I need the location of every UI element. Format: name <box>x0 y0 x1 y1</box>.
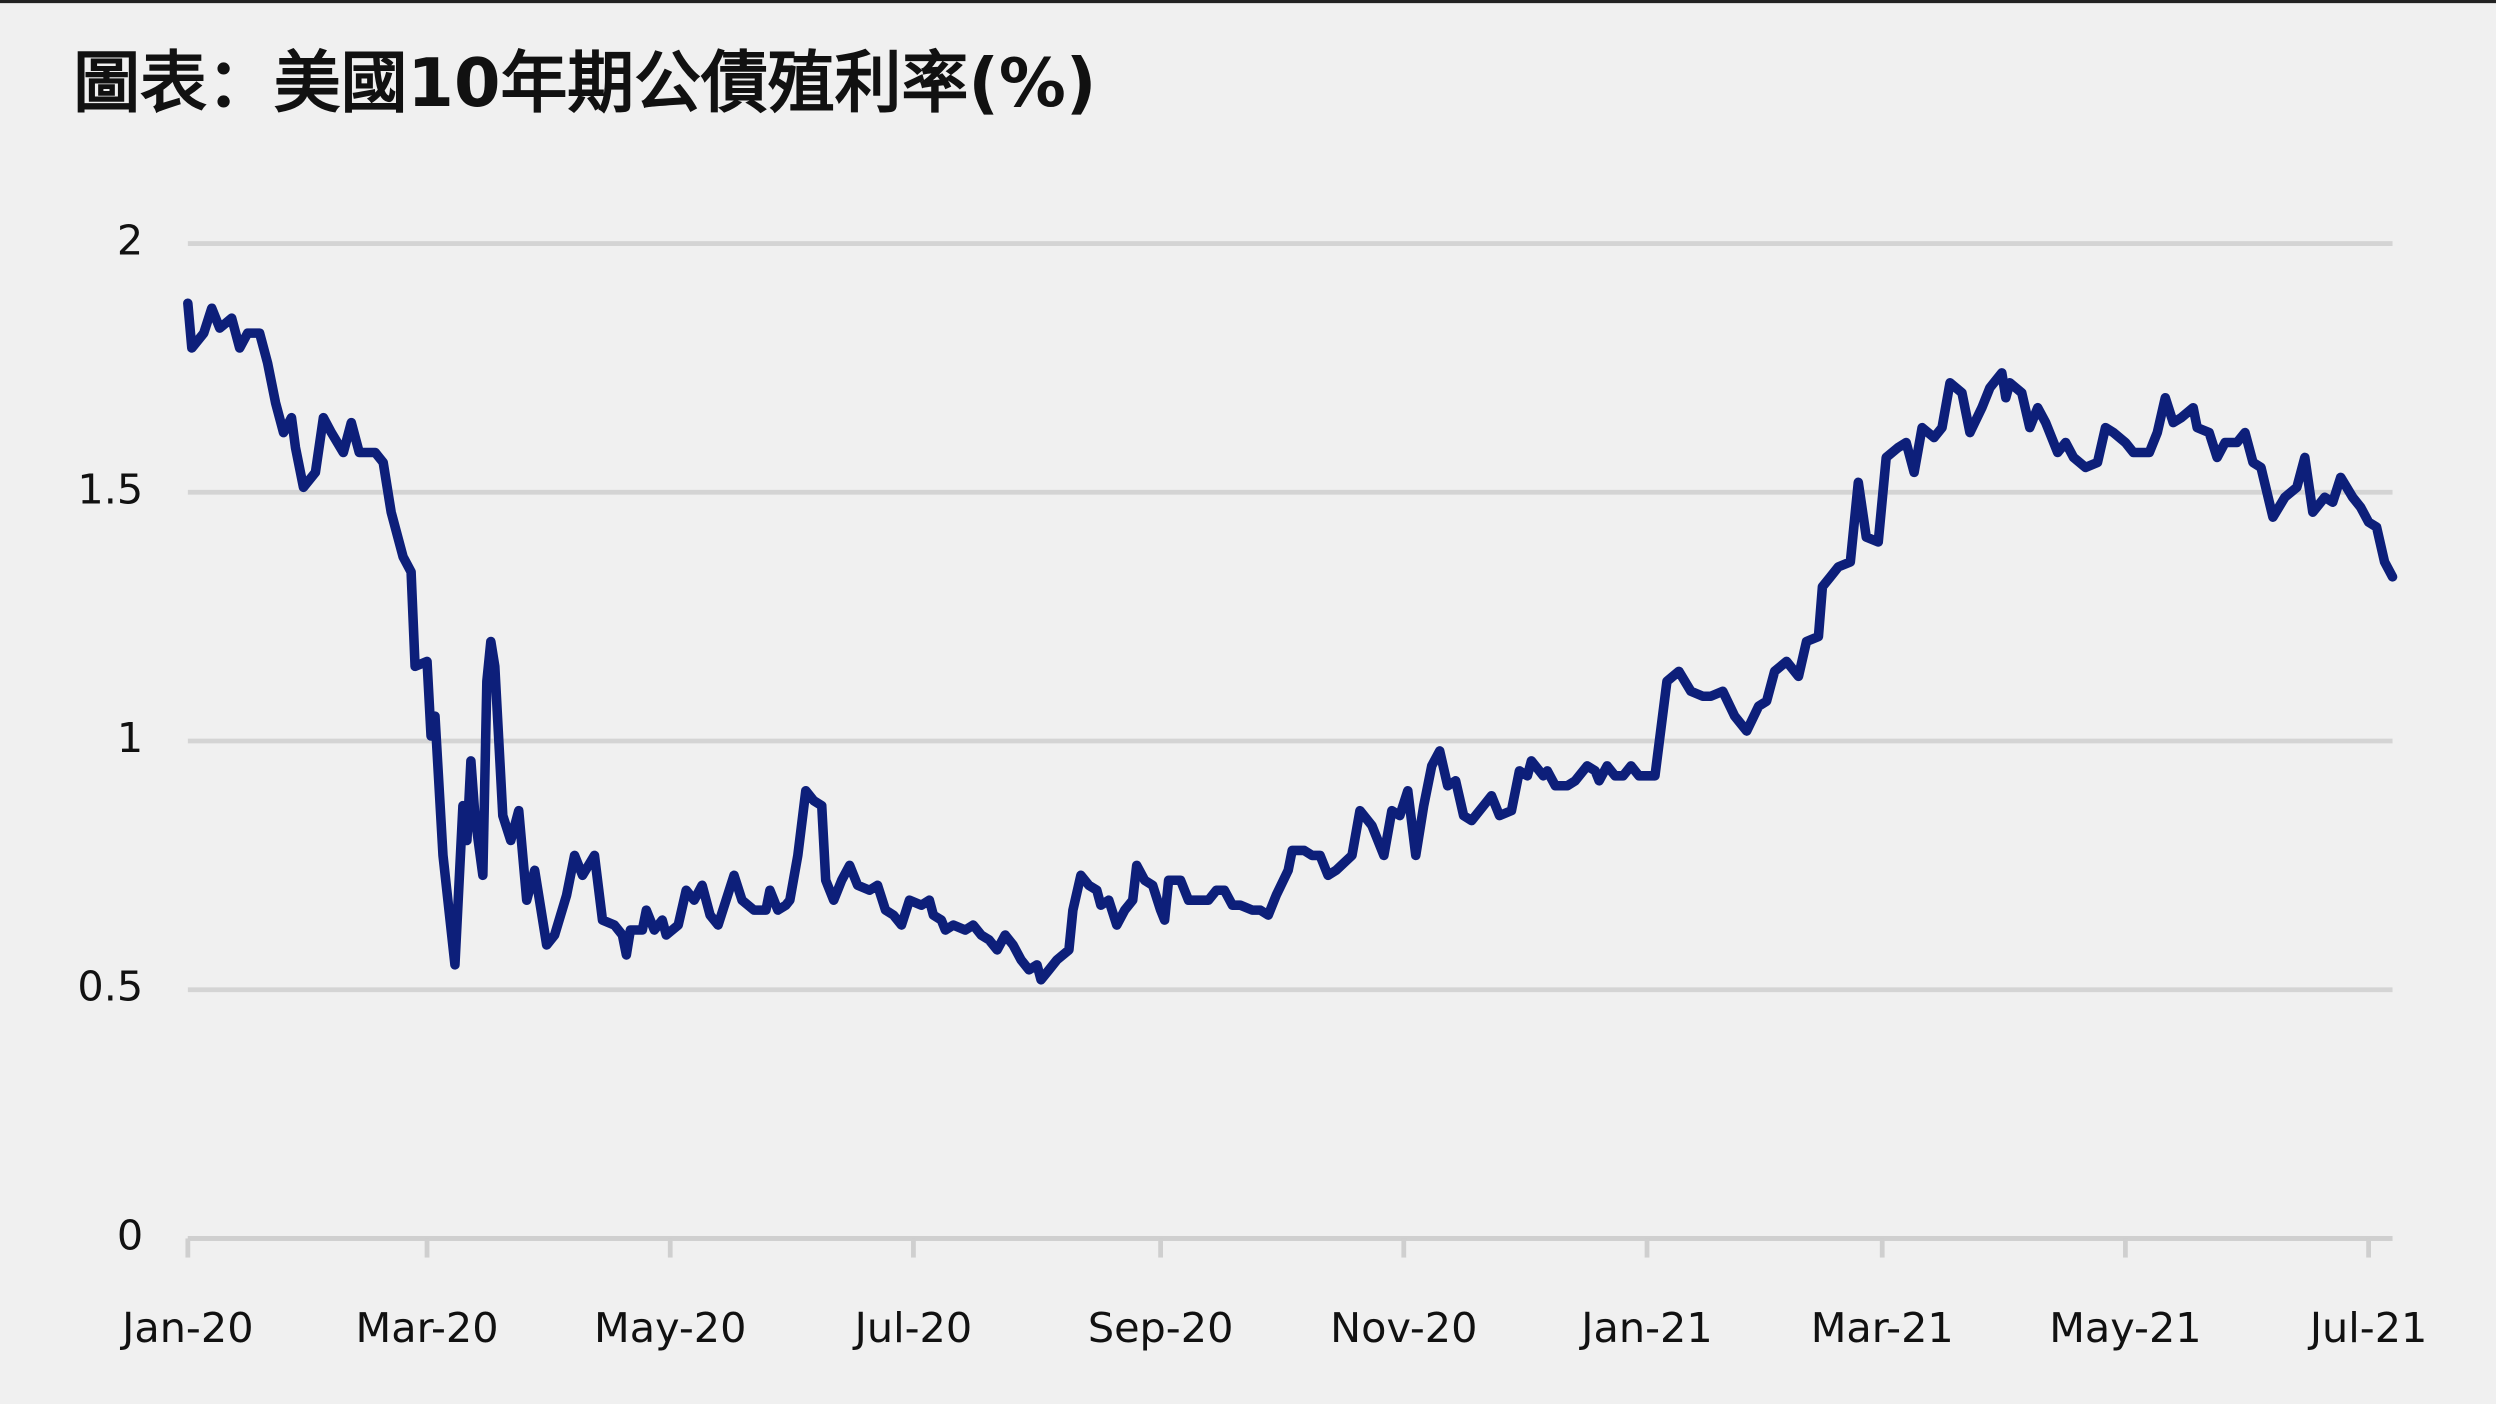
x-tick-label: Jul-21 <box>2307 1304 2428 1352</box>
x-tick-label: May-21 <box>2049 1304 2201 1352</box>
x-tick-label: Nov-20 <box>1330 1304 1477 1352</box>
chart-title: 圖表：美國10年期公債殖利率(%) <box>73 44 1096 122</box>
y-tick-label: 0.5 <box>77 963 143 1011</box>
x-tick-label: Mar-21 <box>1811 1304 1954 1352</box>
y-tick-label: 1.5 <box>77 465 143 513</box>
y-tick-label: 1 <box>117 714 143 762</box>
line <box>183 298 2398 985</box>
y-tick-label: 2 <box>117 217 143 265</box>
x-tick-label: Jul-20 <box>852 1304 973 1352</box>
x-tick-label: Jan-21 <box>1578 1304 1712 1352</box>
x-tick-label: May-20 <box>594 1304 746 1352</box>
x-tick-label: Mar-20 <box>356 1304 499 1352</box>
y-tick-label: 0 <box>117 1211 143 1259</box>
x-tick-label: Jan-20 <box>119 1304 253 1352</box>
x-tick-label: Sep-20 <box>1088 1304 1234 1352</box>
